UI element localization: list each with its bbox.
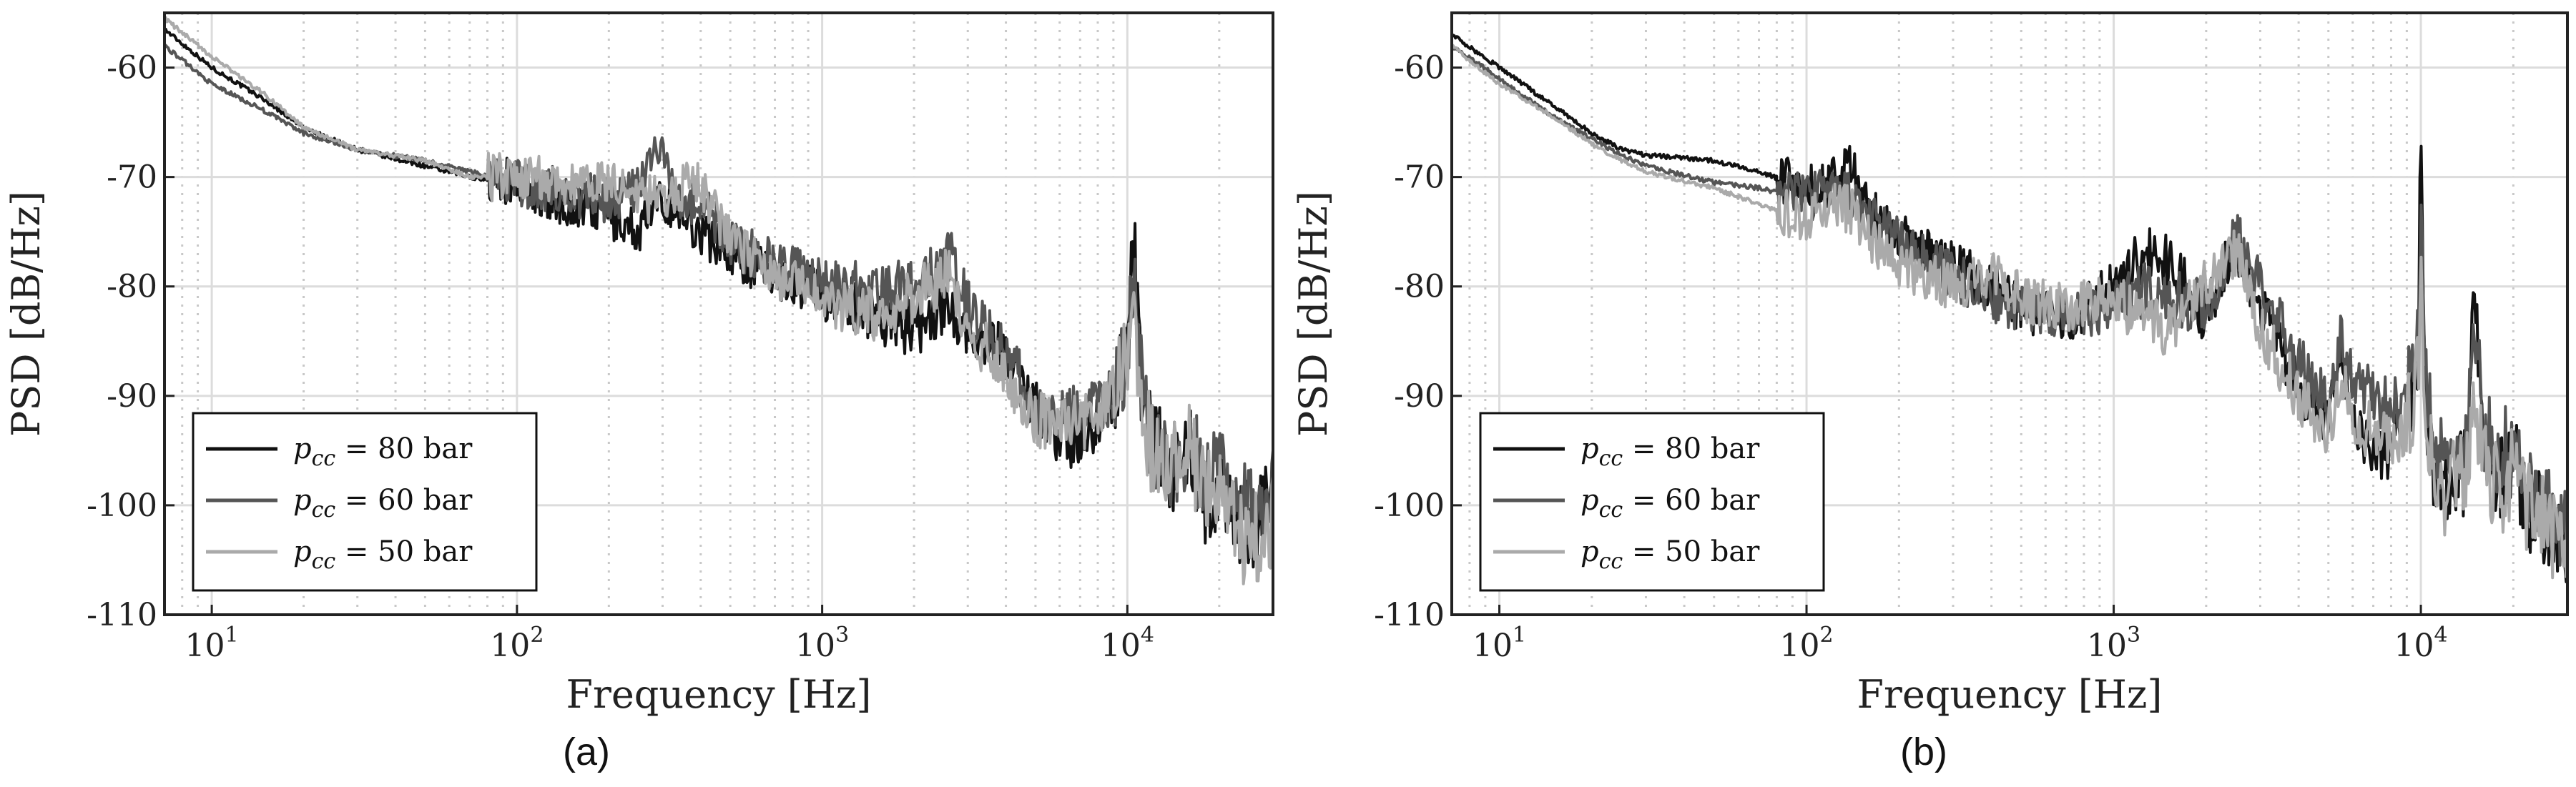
x-tick-exponent: 1 [1513,623,1526,648]
legend-subscript: cc [312,446,336,471]
y-tick-label: -100 [1374,487,1445,524]
x-tick-base: 10 [1473,628,1513,664]
panel-label: (b) [1900,731,1947,773]
legend-text: = 60 bar [335,484,473,517]
series-line-1 [1450,34,2569,583]
x-tick-exponent: 3 [835,623,849,648]
legend-text: = 80 bar [1623,432,1760,465]
x-tick-exponent: 2 [530,623,544,648]
x-tick-label: 101 [185,623,239,664]
x-tick-label: 104 [2394,623,2448,664]
legend-math: p [1580,535,1599,568]
y-tick-label: -80 [1394,269,1445,305]
x-tick-base: 10 [490,628,530,664]
x-axis-label: Frequency [Hz] [566,672,872,717]
legend-text: = 60 bar [1623,484,1760,517]
x-tick-base: 10 [185,628,225,664]
legend-text: = 50 bar [1623,535,1760,568]
legend-subscript: cc [1599,498,1623,523]
legend-subscript: cc [312,498,336,523]
series-line-3 [163,16,1274,585]
x-tick-base: 10 [795,628,835,664]
legend-entry-2: pcc = 60 bar [293,484,473,523]
legend-math: p [293,484,312,517]
legend-subscript: cc [1599,549,1623,574]
x-tick-label: 101 [1473,623,1526,664]
series-group [163,16,1274,585]
legend-math: p [1580,484,1599,517]
x-tick-exponent: 4 [1141,623,1154,648]
x-tick-label: 103 [2087,623,2140,664]
y-tick-label: -80 [107,269,157,305]
x-tick-base: 10 [1779,628,1819,664]
x-tick-base: 10 [2394,628,2434,664]
x-tick-label: 104 [1101,623,1154,664]
legend-math: p [293,432,312,465]
panel-label: (a) [563,731,610,773]
series-group [1450,34,2569,583]
y-tick-label: -70 [107,159,157,196]
x-tick-exponent: 2 [1819,623,1833,648]
x-tick-exponent: 1 [225,623,239,648]
x-tick-label: 103 [795,623,849,664]
plot-frame [163,11,1274,616]
legend-entry-3: pcc = 50 bar [293,535,473,574]
x-axis-label: Frequency [Hz] [1857,672,2163,717]
legend-text: = 50 bar [335,535,473,568]
y-tick-label: -90 [1394,378,1445,415]
legend-entry-1: pcc = 80 bar [1580,432,1760,471]
legend-text: = 80 bar [335,432,473,465]
legend-entry-1: pcc = 80 bar [293,432,473,471]
x-tick-exponent: 4 [2434,623,2448,648]
minor-gridlines [163,13,1274,615]
legend-math: p [1580,432,1599,465]
legend-math: p [293,535,312,568]
y-tick-label: -110 [1374,597,1445,633]
y-axis-label: PSD [dB/Hz] [1291,191,1336,437]
y-tick-label: -100 [87,487,157,524]
legend-subscript: cc [1599,446,1623,471]
y-tick-label: -70 [1394,159,1445,196]
x-tick-base: 10 [1101,628,1141,664]
x-tick-base: 10 [2087,628,2127,664]
series-line-3 [1450,44,2569,580]
x-tick-label: 102 [1779,623,1833,664]
y-tick-label: -60 [1394,50,1445,86]
y-tick-label: -110 [87,597,157,633]
y-tick-label: -90 [107,378,157,415]
legend-entry-3: pcc = 50 bar [1580,535,1760,574]
x-tick-exponent: 3 [2127,623,2140,648]
x-tick-label: 102 [490,623,544,664]
legend-entry-2: pcc = 60 bar [1580,484,1760,523]
legend-subscript: cc [312,549,336,574]
plot-frame [1450,11,2569,616]
y-axis-label: PSD [dB/Hz] [4,191,49,437]
y-tick-label: -60 [107,50,157,86]
